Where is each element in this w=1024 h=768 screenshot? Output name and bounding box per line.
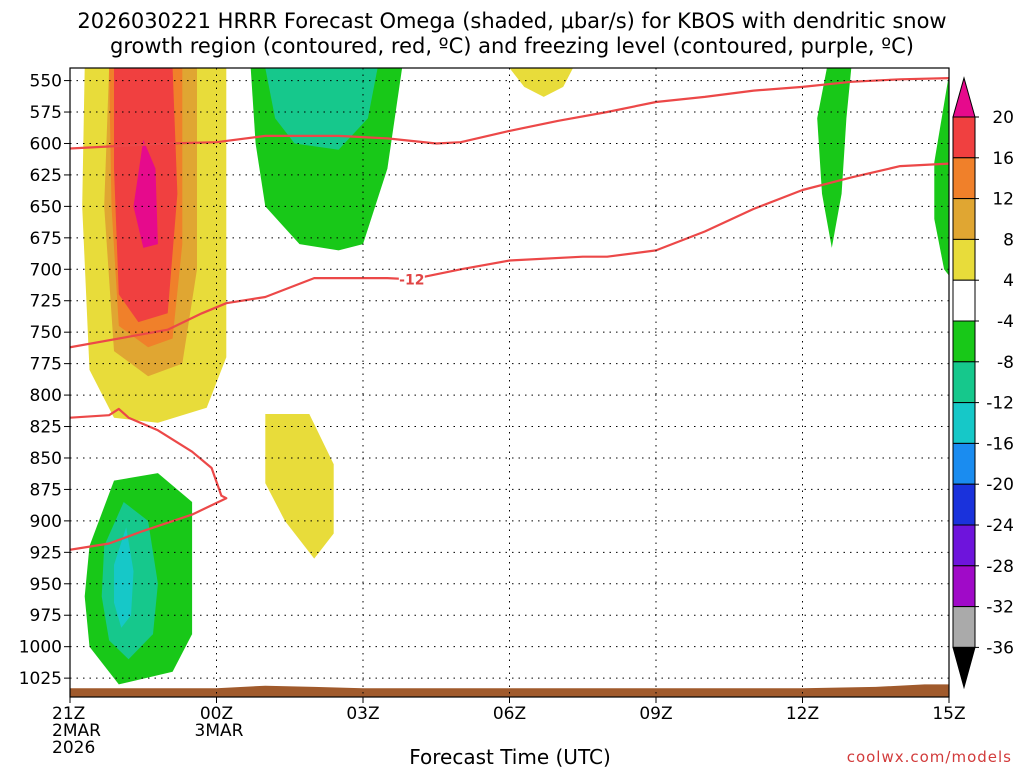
ytick-label-775: 775	[30, 355, 62, 375]
xtick-label-3-0: 00Z	[200, 704, 233, 724]
contour-label: -12	[399, 272, 424, 288]
contour-label-bg	[398, 270, 425, 287]
ytick-label-1000: 1000	[19, 638, 62, 658]
colorbar-label--4: -4	[997, 312, 1014, 332]
ytick-label-675: 675	[30, 229, 62, 249]
colorbar-box-11	[952, 565, 976, 608]
ytick-label-725: 725	[30, 292, 62, 312]
ytick-label-825: 825	[30, 418, 62, 438]
omega-region-4-6	[509, 68, 573, 97]
ytick-label-850: 850	[30, 449, 62, 469]
ytick-label-925: 925	[30, 543, 62, 563]
colorbar-label--24: -24	[986, 516, 1014, 536]
colorbar: 20 16 12 8 4 -4 -8 -12 -16 -20 -24 -28 -32 -36	[952, 76, 1014, 690]
xtick-label-0-0: 21Z	[52, 704, 85, 724]
xtick-label-0-1: 2MAR	[52, 721, 101, 741]
omega-region--8-8	[265, 68, 378, 150]
dgz-contour-2	[70, 407, 228, 551]
ytick-label-1025: 1025	[19, 669, 62, 689]
xtick-label-6-0: 03Z	[346, 704, 379, 724]
colorbar-box-8	[952, 442, 976, 485]
colorbar-label--16: -16	[986, 434, 1014, 454]
ground-surface	[70, 684, 949, 697]
colorbar-box-12	[952, 606, 976, 648]
ytick-label-600: 600	[30, 134, 62, 154]
omega-region--4-12	[817, 68, 852, 248]
colorbar-bottom-arrow	[952, 646, 976, 690]
colorbar-top-arrow	[952, 76, 976, 118]
ytick-label-575: 575	[30, 103, 62, 123]
xtick-label-12-0: 09Z	[639, 704, 672, 724]
colorbar-label--36: -36	[986, 638, 1014, 658]
colorbar-label-8: 8	[1003, 230, 1014, 250]
xtick-label-0-2: 2026	[52, 738, 95, 758]
xtick-label-3-1: 3MAR	[195, 721, 244, 741]
ytick-label-650: 650	[30, 197, 62, 217]
colorbar-label-20: 20	[992, 108, 1014, 128]
colorbar-box-2	[952, 198, 976, 240]
colorbar-box-1	[952, 157, 976, 200]
chart-title-line-1: 2026030221 HRRR Forecast Omega (shaded, …	[77, 9, 946, 33]
colorbar-box-5	[952, 320, 976, 363]
xtick-label-9-0: 06Z	[493, 704, 526, 724]
colorbar-box-10	[952, 524, 976, 567]
colorbar-box-0	[952, 116, 976, 159]
colorbar-box-4	[952, 279, 976, 322]
omega-region-4-5	[265, 414, 334, 559]
dgz-contour-0	[70, 162, 949, 349]
colorbar-label-12: 12	[992, 190, 1014, 210]
xtick-label-15-0: 12Z	[786, 704, 819, 724]
chart-title-line-2: growth region (contoured, red, ºC) and f…	[110, 34, 914, 58]
x-axis-label: Forecast Time (UTC)	[409, 745, 611, 768]
ytick-label-800: 800	[30, 386, 62, 406]
ytick-label-700: 700	[30, 260, 62, 280]
ytick-label-875: 875	[30, 480, 62, 500]
colorbar-label--28: -28	[986, 557, 1014, 577]
colorbar-label--12: -12	[986, 394, 1014, 414]
colorbar-box-7	[952, 402, 976, 444]
xtick-label-18-0: 15Z	[932, 704, 965, 724]
ytick-label-900: 900	[30, 512, 62, 532]
colorbar-label--8: -8	[997, 353, 1014, 373]
colorbar-label--20: -20	[986, 475, 1014, 495]
ytick-label-950: 950	[30, 575, 62, 595]
ytick-label-625: 625	[30, 166, 62, 186]
dgz-contour-1	[70, 77, 949, 150]
ytick-label-550: 550	[30, 72, 62, 92]
credit-link[interactable]: coolwx.com/models	[847, 748, 1012, 766]
ytick-label-975: 975	[30, 606, 62, 626]
colorbar-label--32: -32	[986, 598, 1014, 618]
y-axis-ticks: 550 575 600 625 650 675 700 725 750 775 800 825 850 8…	[19, 72, 70, 689]
colorbar-box-3	[952, 238, 976, 281]
colorbar-box-6	[952, 361, 976, 404]
colorbar-box-9	[952, 483, 976, 526]
colorbar-label-16: 16	[992, 149, 1014, 169]
colorbar-label-4: 4	[1003, 271, 1014, 291]
ytick-label-750: 750	[30, 323, 62, 343]
omega-region-20-4	[133, 139, 158, 248]
